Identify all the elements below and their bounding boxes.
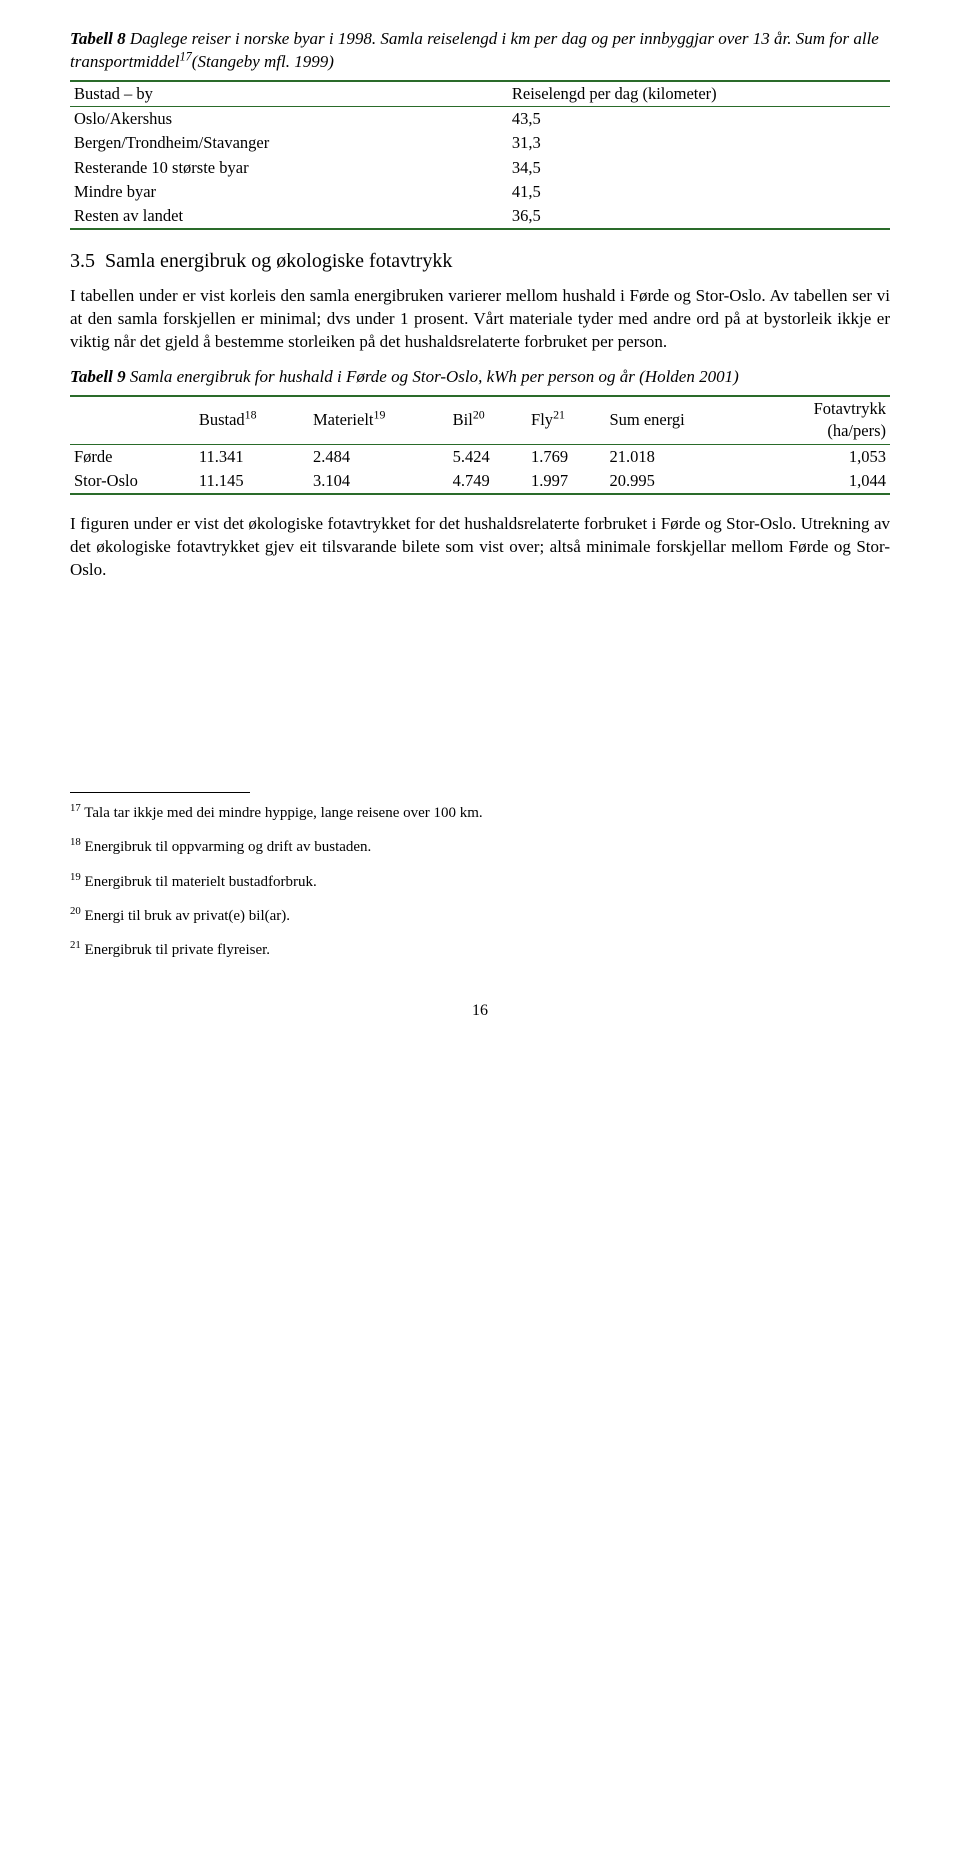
table9-h4: Fly21 (527, 396, 605, 444)
table9-rowlabel: Stor-Oslo (70, 469, 195, 494)
table-row: Resten av landet36,5 (70, 204, 890, 229)
table9-h3: Bil20 (449, 396, 527, 444)
table9-cell: 1.769 (527, 444, 605, 469)
table8-title: Tabell 8 Daglege reiser i norske byar i … (70, 28, 890, 74)
footnote-20: 20 Energi til bruk av privat(e) bil(ar). (70, 906, 890, 926)
table9-h0 (70, 396, 195, 444)
table-row: Førde11.3412.4845.4241.76921.0181,053 (70, 444, 890, 469)
table9-cell: 1.997 (527, 469, 605, 494)
table8-value: 36,5 (372, 204, 890, 229)
table9-cell: 5.424 (449, 444, 527, 469)
table8-title-tail: (Stangeby mfl. 1999) (192, 52, 334, 71)
table9-cell: 2.484 (309, 444, 449, 469)
table9-cell: 4.749 (449, 469, 527, 494)
footnote-rule (70, 792, 250, 793)
table-row: Oslo/Akershus43,5 (70, 107, 890, 132)
page-number: 16 (70, 1000, 890, 1022)
table9-title: Tabell 9 Samla energibruk for hushald i … (70, 366, 890, 389)
table8-title-label: Tabell 8 (70, 29, 126, 48)
table8-label: Resten av landet (70, 204, 372, 229)
table8-col1-header: Bustad – by (70, 81, 372, 107)
table8-col2-header: Reiselengd per dag (kilometer) (372, 81, 890, 107)
table8-header-row: Bustad – by Reiselengd per dag (kilomete… (70, 81, 890, 107)
table9-cell: 1,044 (750, 469, 890, 494)
table9-cell: 1,053 (750, 444, 890, 469)
table9-h5: Sum energi (605, 396, 750, 444)
table-row: Mindre byar41,5 (70, 180, 890, 204)
table9-rowlabel: Førde (70, 444, 195, 469)
footnote-17: 17 Tala tar ikkje med dei mindre hyppige… (70, 803, 890, 823)
table-row: Resterande 10 største byar34,5 (70, 156, 890, 180)
section-number: 3.5 (70, 250, 95, 272)
footnote-19: 19 Energibruk til materielt bustadforbru… (70, 872, 890, 892)
table9-h6-sub: (ha/pers) (827, 421, 886, 440)
table8-label: Bergen/Trondheim/Stavanger (70, 131, 372, 155)
footnote-21: 21 Energibruk til private flyreiser. (70, 940, 890, 960)
table8-value: 43,5 (372, 107, 890, 132)
table8-value: 41,5 (372, 180, 890, 204)
table8: Bustad – by Reiselengd per dag (kilomete… (70, 80, 890, 231)
paragraph-1: I tabellen under er vist korleis den sam… (70, 285, 890, 354)
table9-h1: Bustad18 (195, 396, 309, 444)
table-row: Stor-Oslo11.1453.1044.7491.99720.9951,04… (70, 469, 890, 494)
section-title: Samla energibruk og økologiske fotavtryk… (105, 250, 452, 272)
table9-title-label: Tabell 9 (70, 367, 126, 386)
table8-title-sup: 17 (180, 49, 192, 63)
paragraph-2: I figuren under er vist det økologiske f… (70, 513, 890, 582)
table9-cell: 20.995 (605, 469, 750, 494)
table8-label: Resterande 10 største byar (70, 156, 372, 180)
table8-label: Mindre byar (70, 180, 372, 204)
table9-cell: 11.145 (195, 469, 309, 494)
table9-title-rest: Samla energibruk for hushald i Førde og … (126, 367, 739, 386)
section-heading: 3.5 Samla energibruk og økologiske fotav… (70, 248, 890, 275)
table8-value: 31,3 (372, 131, 890, 155)
footnotes: 17 Tala tar ikkje med dei mindre hyppige… (70, 792, 890, 960)
table9-header-row: Bustad18 Materielt19 Bil20 Fly21 Sum ene… (70, 396, 890, 444)
table8-label: Oslo/Akershus (70, 107, 372, 132)
table8-value: 34,5 (372, 156, 890, 180)
footnote-18: 18 Energibruk til oppvarming og drift av… (70, 837, 890, 857)
table9-cell: 21.018 (605, 444, 750, 469)
table9-h2: Materielt19 (309, 396, 449, 444)
table9-cell: 3.104 (309, 469, 449, 494)
table-row: Bergen/Trondheim/Stavanger31,3 (70, 131, 890, 155)
table9-cell: 11.341 (195, 444, 309, 469)
table9-h6: Fotavtrykk (ha/pers) (750, 396, 890, 444)
table9: Bustad18 Materielt19 Bil20 Fly21 Sum ene… (70, 395, 890, 495)
